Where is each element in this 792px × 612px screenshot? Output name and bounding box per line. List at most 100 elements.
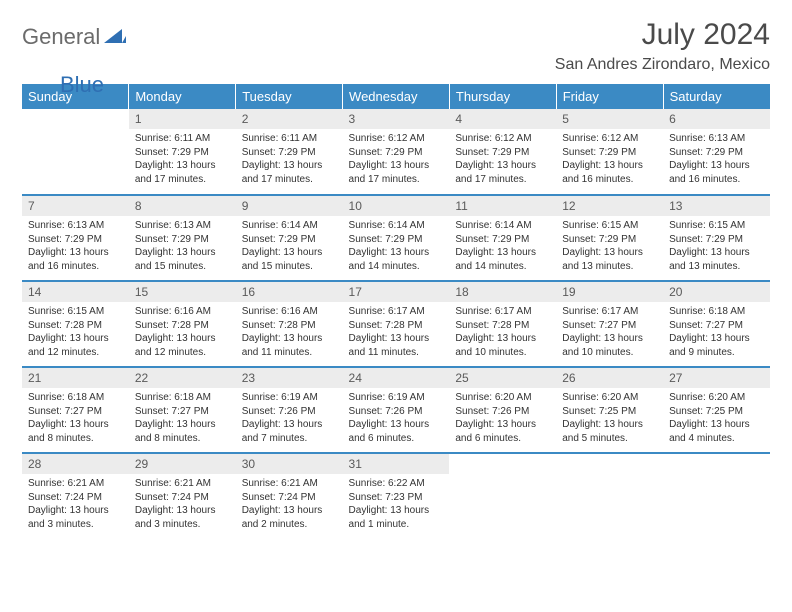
day-body: Sunrise: 6:20 AMSunset: 7:25 PMDaylight:… bbox=[556, 388, 663, 449]
day-body: Sunrise: 6:12 AMSunset: 7:29 PMDaylight:… bbox=[556, 129, 663, 190]
calendar-cell: 16Sunrise: 6:16 AMSunset: 7:28 PMDayligh… bbox=[236, 281, 343, 367]
daylight-text: Daylight: 13 hours and 6 minutes. bbox=[455, 418, 550, 445]
daylight-text: Daylight: 13 hours and 12 minutes. bbox=[135, 332, 230, 359]
daylight-text: Daylight: 13 hours and 5 minutes. bbox=[562, 418, 657, 445]
calendar-cell: 20Sunrise: 6:18 AMSunset: 7:27 PMDayligh… bbox=[663, 281, 770, 367]
daylight-text: Daylight: 13 hours and 17 minutes. bbox=[455, 159, 550, 186]
day-body: Sunrise: 6:14 AMSunset: 7:29 PMDaylight:… bbox=[449, 216, 556, 277]
sunset-text: Sunset: 7:29 PM bbox=[349, 233, 444, 247]
day-number: 10 bbox=[343, 196, 450, 216]
day-body: Sunrise: 6:15 AMSunset: 7:29 PMDaylight:… bbox=[663, 216, 770, 277]
sunrise-text: Sunrise: 6:13 AM bbox=[135, 219, 230, 233]
calendar-cell: 31Sunrise: 6:22 AMSunset: 7:23 PMDayligh… bbox=[343, 453, 450, 539]
day-body: Sunrise: 6:21 AMSunset: 7:24 PMDaylight:… bbox=[129, 474, 236, 535]
sunrise-text: Sunrise: 6:18 AM bbox=[669, 305, 764, 319]
day-body: Sunrise: 6:11 AMSunset: 7:29 PMDaylight:… bbox=[236, 129, 343, 190]
brand-part2: Blue bbox=[60, 72, 104, 98]
calendar-cell: 30Sunrise: 6:21 AMSunset: 7:24 PMDayligh… bbox=[236, 453, 343, 539]
calendar-cell: 24Sunrise: 6:19 AMSunset: 7:26 PMDayligh… bbox=[343, 367, 450, 453]
day-number: 31 bbox=[343, 454, 450, 474]
sunset-text: Sunset: 7:29 PM bbox=[562, 146, 657, 160]
calendar-cell bbox=[556, 453, 663, 539]
day-number: 14 bbox=[22, 282, 129, 302]
calendar-cell: 7Sunrise: 6:13 AMSunset: 7:29 PMDaylight… bbox=[22, 195, 129, 281]
sunset-text: Sunset: 7:27 PM bbox=[562, 319, 657, 333]
sunrise-text: Sunrise: 6:16 AM bbox=[135, 305, 230, 319]
sunset-text: Sunset: 7:29 PM bbox=[242, 146, 337, 160]
daylight-text: Daylight: 13 hours and 2 minutes. bbox=[242, 504, 337, 531]
day-number: 24 bbox=[343, 368, 450, 388]
sunset-text: Sunset: 7:28 PM bbox=[349, 319, 444, 333]
day-body: Sunrise: 6:16 AMSunset: 7:28 PMDaylight:… bbox=[236, 302, 343, 363]
day-body: Sunrise: 6:15 AMSunset: 7:29 PMDaylight:… bbox=[556, 216, 663, 277]
day-body: Sunrise: 6:17 AMSunset: 7:28 PMDaylight:… bbox=[343, 302, 450, 363]
daylight-text: Daylight: 13 hours and 3 minutes. bbox=[135, 504, 230, 531]
top-bar: General July 2024 San Andres Zirondaro, … bbox=[22, 18, 770, 74]
calendar-cell: 23Sunrise: 6:19 AMSunset: 7:26 PMDayligh… bbox=[236, 367, 343, 453]
calendar-cell bbox=[663, 453, 770, 539]
weekday-header: Saturday bbox=[663, 84, 770, 109]
day-body: Sunrise: 6:17 AMSunset: 7:28 PMDaylight:… bbox=[449, 302, 556, 363]
sunset-text: Sunset: 7:24 PM bbox=[135, 491, 230, 505]
calendar-cell bbox=[22, 109, 129, 195]
daylight-text: Daylight: 13 hours and 17 minutes. bbox=[135, 159, 230, 186]
calendar-cell: 17Sunrise: 6:17 AMSunset: 7:28 PMDayligh… bbox=[343, 281, 450, 367]
sunset-text: Sunset: 7:29 PM bbox=[242, 233, 337, 247]
sunset-text: Sunset: 7:28 PM bbox=[135, 319, 230, 333]
sunset-text: Sunset: 7:29 PM bbox=[562, 233, 657, 247]
day-number: 29 bbox=[129, 454, 236, 474]
day-body: Sunrise: 6:17 AMSunset: 7:27 PMDaylight:… bbox=[556, 302, 663, 363]
calendar-week-row: 28Sunrise: 6:21 AMSunset: 7:24 PMDayligh… bbox=[22, 453, 770, 539]
daylight-text: Daylight: 13 hours and 14 minutes. bbox=[349, 246, 444, 273]
month-title: July 2024 bbox=[555, 18, 770, 52]
day-number: 11 bbox=[449, 196, 556, 216]
calendar-cell: 2Sunrise: 6:11 AMSunset: 7:29 PMDaylight… bbox=[236, 109, 343, 195]
day-number: 18 bbox=[449, 282, 556, 302]
calendar-cell: 10Sunrise: 6:14 AMSunset: 7:29 PMDayligh… bbox=[343, 195, 450, 281]
calendar-cell: 6Sunrise: 6:13 AMSunset: 7:29 PMDaylight… bbox=[663, 109, 770, 195]
calendar-cell: 13Sunrise: 6:15 AMSunset: 7:29 PMDayligh… bbox=[663, 195, 770, 281]
sunset-text: Sunset: 7:25 PM bbox=[669, 405, 764, 419]
sunrise-text: Sunrise: 6:15 AM bbox=[28, 305, 123, 319]
brand-triangle-icon bbox=[104, 27, 126, 48]
day-number: 4 bbox=[449, 109, 556, 129]
day-body: Sunrise: 6:13 AMSunset: 7:29 PMDaylight:… bbox=[22, 216, 129, 277]
day-body: Sunrise: 6:13 AMSunset: 7:29 PMDaylight:… bbox=[129, 216, 236, 277]
calendar-cell: 27Sunrise: 6:20 AMSunset: 7:25 PMDayligh… bbox=[663, 367, 770, 453]
day-body: Sunrise: 6:21 AMSunset: 7:24 PMDaylight:… bbox=[236, 474, 343, 535]
daylight-text: Daylight: 13 hours and 14 minutes. bbox=[455, 246, 550, 273]
brand-logo: General bbox=[22, 18, 128, 50]
day-body: Sunrise: 6:14 AMSunset: 7:29 PMDaylight:… bbox=[343, 216, 450, 277]
calendar-cell: 3Sunrise: 6:12 AMSunset: 7:29 PMDaylight… bbox=[343, 109, 450, 195]
sunrise-text: Sunrise: 6:21 AM bbox=[28, 477, 123, 491]
day-body: Sunrise: 6:13 AMSunset: 7:29 PMDaylight:… bbox=[663, 129, 770, 190]
day-number: 25 bbox=[449, 368, 556, 388]
day-number: 27 bbox=[663, 368, 770, 388]
weekday-header: Wednesday bbox=[343, 84, 450, 109]
sunset-text: Sunset: 7:24 PM bbox=[28, 491, 123, 505]
sunset-text: Sunset: 7:29 PM bbox=[349, 146, 444, 160]
sunset-text: Sunset: 7:26 PM bbox=[349, 405, 444, 419]
day-number: 30 bbox=[236, 454, 343, 474]
day-number bbox=[449, 454, 556, 460]
day-number: 26 bbox=[556, 368, 663, 388]
calendar-week-row: 7Sunrise: 6:13 AMSunset: 7:29 PMDaylight… bbox=[22, 195, 770, 281]
sunrise-text: Sunrise: 6:21 AM bbox=[135, 477, 230, 491]
sunset-text: Sunset: 7:29 PM bbox=[28, 233, 123, 247]
sunrise-text: Sunrise: 6:12 AM bbox=[562, 132, 657, 146]
weekday-header: Tuesday bbox=[236, 84, 343, 109]
calendar-cell bbox=[449, 453, 556, 539]
calendar-week-row: 21Sunrise: 6:18 AMSunset: 7:27 PMDayligh… bbox=[22, 367, 770, 453]
sunset-text: Sunset: 7:29 PM bbox=[455, 146, 550, 160]
sunrise-text: Sunrise: 6:20 AM bbox=[455, 391, 550, 405]
sunset-text: Sunset: 7:28 PM bbox=[28, 319, 123, 333]
daylight-text: Daylight: 13 hours and 10 minutes. bbox=[562, 332, 657, 359]
calendar-cell: 29Sunrise: 6:21 AMSunset: 7:24 PMDayligh… bbox=[129, 453, 236, 539]
calendar-cell: 9Sunrise: 6:14 AMSunset: 7:29 PMDaylight… bbox=[236, 195, 343, 281]
weekday-header: Monday bbox=[129, 84, 236, 109]
calendar-cell: 8Sunrise: 6:13 AMSunset: 7:29 PMDaylight… bbox=[129, 195, 236, 281]
sunset-text: Sunset: 7:29 PM bbox=[455, 233, 550, 247]
day-body: Sunrise: 6:20 AMSunset: 7:26 PMDaylight:… bbox=[449, 388, 556, 449]
daylight-text: Daylight: 13 hours and 4 minutes. bbox=[669, 418, 764, 445]
day-number: 21 bbox=[22, 368, 129, 388]
